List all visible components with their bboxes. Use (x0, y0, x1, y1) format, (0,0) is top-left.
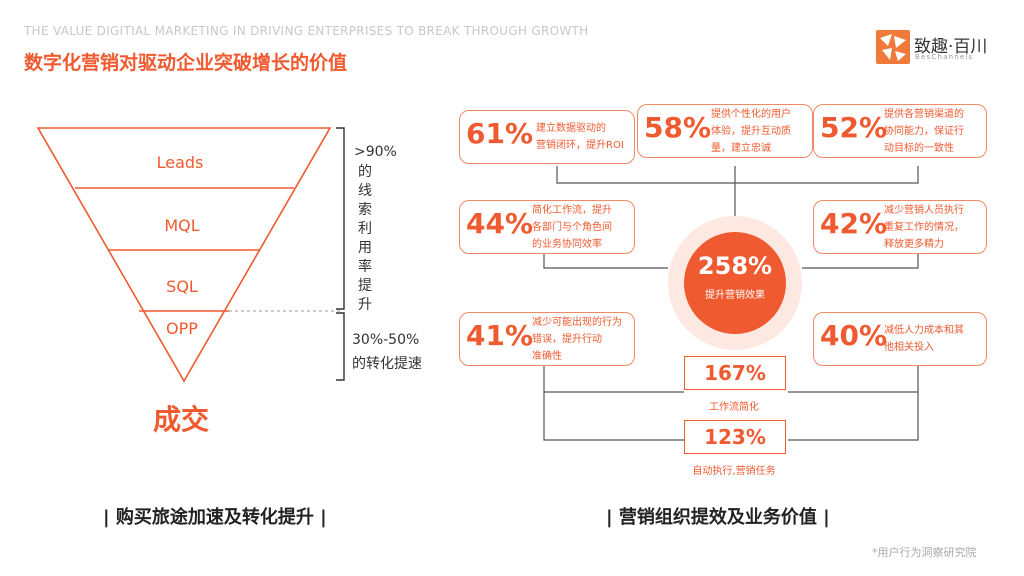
center-value: 258% (697, 252, 773, 280)
funnel-stage-opp: OPP (166, 319, 198, 338)
logo-subtext: BesChannels (915, 53, 974, 61)
metric-desc-line: 提供个性化的用户 (711, 109, 791, 120)
metric-desc-line: 动目标的一致性 (884, 143, 954, 154)
logo-icon (876, 30, 910, 64)
metric-desc-line: 营销闭环，提升ROI (536, 140, 624, 151)
metric-desc-line: 减少可能出现的行为 (532, 317, 622, 328)
metric-box: 42% 减少营销人员执行 重复工作的情况， 释放更多精力 (813, 200, 987, 254)
metric-desc-line: 减低人力成本和其 (884, 325, 964, 336)
workflow-label: 工作流简化 (709, 402, 759, 413)
metric-value: 40% (820, 319, 888, 352)
metric-value: 41% (466, 319, 534, 352)
metric-value: 42% (820, 207, 888, 240)
center-circle (684, 232, 786, 334)
metric-desc-line: 量，建立忠诚 (711, 143, 771, 154)
metric-desc-line: 体验，提升互动质 (711, 126, 791, 137)
metric-desc-line: 简化工作流，提升 (532, 205, 612, 216)
conversion-annotation: 30%-50% 的转化提速 (352, 328, 422, 376)
funnel-stage-mql: MQL (164, 216, 200, 235)
metric-desc: 减低人力成本和其 他相关投入 (884, 322, 964, 356)
metric-box: 41% 减少可能出现的行为 错误，提升行动 准确性 (459, 312, 635, 366)
metric-box: 61% 建立数据驱动的 营销闭环，提升ROI (459, 110, 635, 164)
lead-utilization-text: 的线索利用率提升 (358, 164, 372, 313)
funnel-stage-sql: SQL (166, 277, 198, 296)
lead-utilization-value: >90% (354, 144, 397, 160)
metric-value: 44% (466, 207, 534, 240)
center-label: 提升营销效果 (705, 290, 765, 301)
metric-box: 40% 减低人力成本和其 他相关投入 (813, 312, 987, 366)
footnote: *用户行为洞察研究院 (872, 546, 977, 559)
metric-desc: 提供各营销渠道的 协同能力，保证行 动目标的一致性 (884, 106, 964, 157)
conversion-text: 的转化提速 (352, 356, 422, 372)
page-title: 数字化营销对驱动企业突破增长的价值 (24, 52, 348, 74)
metric-desc-line: 重复工作的情况， (884, 222, 964, 233)
metric-desc-line: 协同能力，保证行 (884, 126, 964, 137)
automation-value: 123% (684, 420, 786, 454)
conversion-value: 30%-50% (352, 332, 420, 348)
metric-value: 58% (644, 111, 712, 144)
workflow-value: 167% (684, 356, 786, 390)
metric-box: 44% 简化工作流，提升 各部门与个角色间 的业务协同效率 (459, 200, 635, 254)
funnel-stage-leads: Leads (156, 153, 204, 172)
metric-desc-line: 减少营销人员执行 (884, 205, 964, 216)
metric-desc-line: 准确性 (532, 351, 562, 362)
metric-desc-line: 他相关投入 (884, 342, 934, 353)
metric-value: 52% (820, 111, 888, 144)
metric-box: 52% 提供各营销渠道的 协同能力，保证行 动目标的一致性 (813, 104, 987, 158)
funnel-result: 成交 (153, 403, 210, 436)
metric-desc-line: 各部门与个角色间 (532, 222, 612, 233)
metric-desc-line: 释放更多精力 (884, 239, 944, 250)
logo-text: 致趣·百川 (914, 37, 988, 57)
metric-desc: 提供个性化的用户 体验，提升互动质 量，建立忠诚 (711, 106, 791, 157)
section-title-right: | 营销组织提效及业务价值 | (606, 507, 830, 528)
metric-desc: 减少营销人员执行 重复工作的情况， 释放更多精力 (884, 202, 964, 253)
metric-desc: 减少可能出现的行为 错误，提升行动 准确性 (532, 314, 622, 365)
section-title-left: | 购买旅途加速及转化提升 | (103, 507, 327, 528)
metric-box: 58% 提供个性化的用户 体验，提升互动质 量，建立忠诚 (637, 104, 813, 158)
metric-desc: 简化工作流，提升 各部门与个角色间 的业务协同效率 (532, 202, 612, 253)
metric-desc: 建立数据驱动的 营销闭环，提升ROI (536, 120, 624, 154)
brand-logo: 致趣·百川 BesChannels (876, 30, 996, 66)
metric-desc-line: 错误，提升行动 (532, 334, 602, 345)
metric-desc-line: 的业务协同效率 (532, 239, 602, 250)
automation-label: 自动执行,营销任务 (692, 466, 776, 477)
metric-desc-line: 提供各营销渠道的 (884, 109, 964, 120)
metric-value: 61% (466, 117, 534, 150)
subtitle-en: THE VALUE DIGITIAL MARKETING IN DRIVING … (24, 24, 589, 38)
metric-desc-line: 建立数据驱动的 (536, 123, 606, 134)
